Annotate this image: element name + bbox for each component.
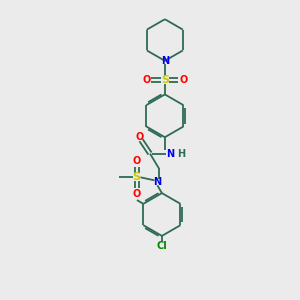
Text: O: O	[133, 156, 141, 166]
Text: Cl: Cl	[157, 241, 167, 251]
Text: N: N	[166, 148, 174, 159]
Text: O: O	[136, 132, 144, 142]
Text: O: O	[133, 189, 141, 199]
Text: S: S	[133, 172, 141, 182]
Text: O: O	[142, 75, 150, 85]
Text: N: N	[153, 177, 161, 187]
Text: S: S	[161, 75, 169, 85]
Text: O: O	[179, 75, 188, 85]
Text: H: H	[177, 148, 185, 159]
Text: N: N	[161, 56, 169, 66]
